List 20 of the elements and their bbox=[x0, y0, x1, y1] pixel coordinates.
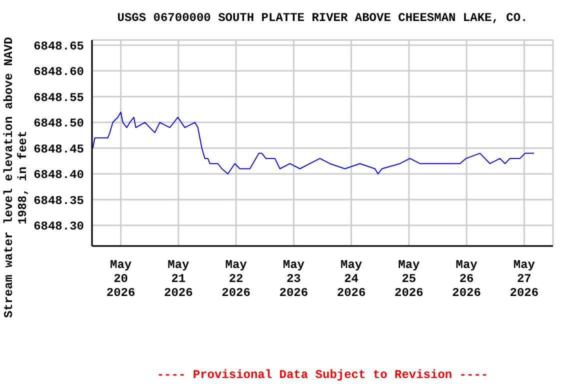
y-tick-label: 6848.35 bbox=[34, 194, 84, 208]
y-tick-label: 6848.45 bbox=[34, 142, 84, 156]
y-tick-label: 6848.60 bbox=[34, 65, 84, 80]
y-tick-label: 6848.55 bbox=[34, 90, 84, 105]
chart-title: USGS 06700000 SOUTH PLATTE RIVER ABOVE CHEESMAN LAKE, CO. bbox=[116, 11, 529, 25]
x-tick-label: May 27 2026 bbox=[510, 258, 539, 300]
y-tick-label: 6848.50 bbox=[34, 116, 84, 131]
y-tick-label: 6848.65 bbox=[34, 39, 84, 54]
y-tick-label: 6848.40 bbox=[34, 168, 84, 182]
line-series bbox=[92, 112, 534, 174]
y-axis-title: Stream water level elevation above NAVD 1988, in feet bbox=[2, 37, 30, 318]
x-tick-label: May 22 2026 bbox=[222, 258, 250, 300]
x-tick-label: May 26 2026 bbox=[452, 258, 481, 300]
x-tick-label: May 24 2026 bbox=[336, 258, 366, 300]
x-tick-label: May 20 2026 bbox=[106, 258, 136, 300]
y-tick-label: 6848.30 bbox=[34, 220, 84, 234]
x-tick-label: May 23 2026 bbox=[279, 258, 308, 300]
text: ---- Provisional Data Subject to Revision ---- bbox=[156, 368, 490, 382]
x-tick-label: May 25 2026 bbox=[394, 258, 424, 300]
x-tick-label: May 21 2026 bbox=[164, 258, 193, 300]
